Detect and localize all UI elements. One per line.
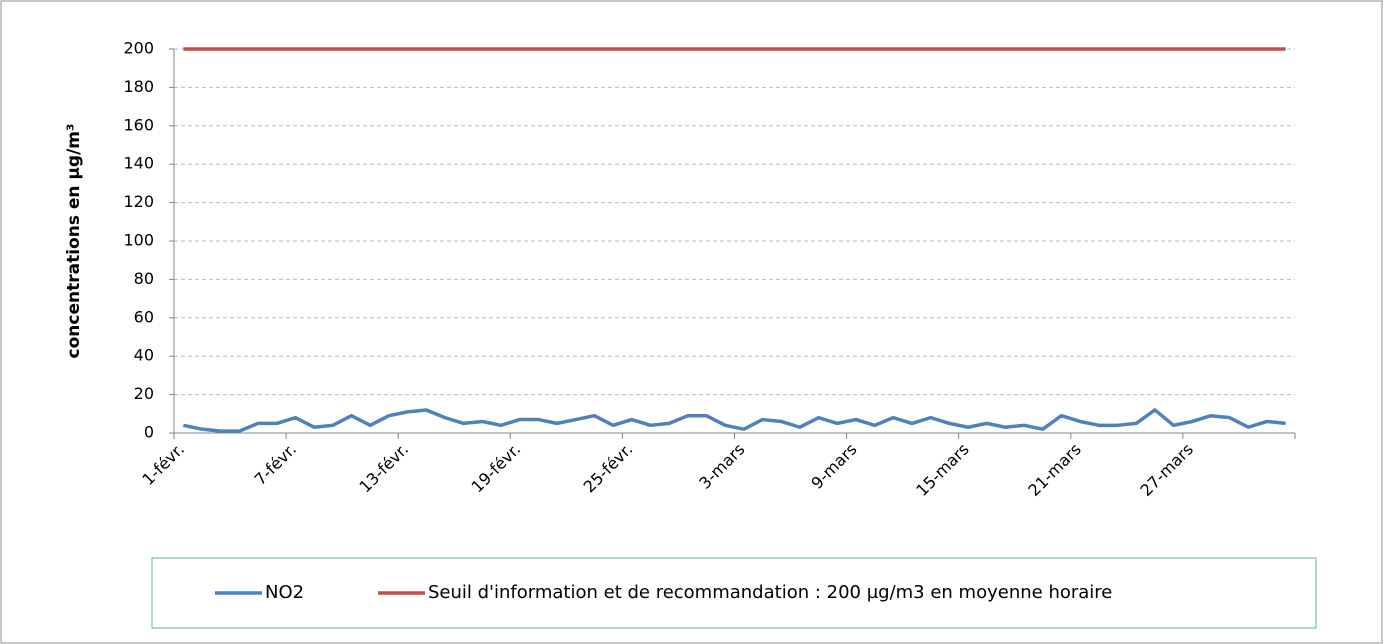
data-line [182,408,1286,433]
y-tick-label: 180 [123,77,154,96]
y-tick-label: 200 [123,39,154,58]
legend-label: Seuil d'information et de recommandation… [428,582,1112,603]
legend-box [151,557,1317,629]
y-tick-label: 60 [134,307,154,326]
y-axis-label: concentrations en µg/m³ [64,124,84,359]
y-tick-label: 100 [123,231,154,250]
y-tick-label: 160 [123,115,154,134]
y-tick-label: 80 [134,269,154,288]
y-tick-label: 0 [144,423,154,442]
y-tick-label: 120 [123,192,154,211]
legend-label: NO2 [265,582,304,603]
y-tick-label: 20 [134,384,154,403]
y-tick-label: 140 [123,154,154,173]
y-tick-label: 40 [134,346,154,365]
